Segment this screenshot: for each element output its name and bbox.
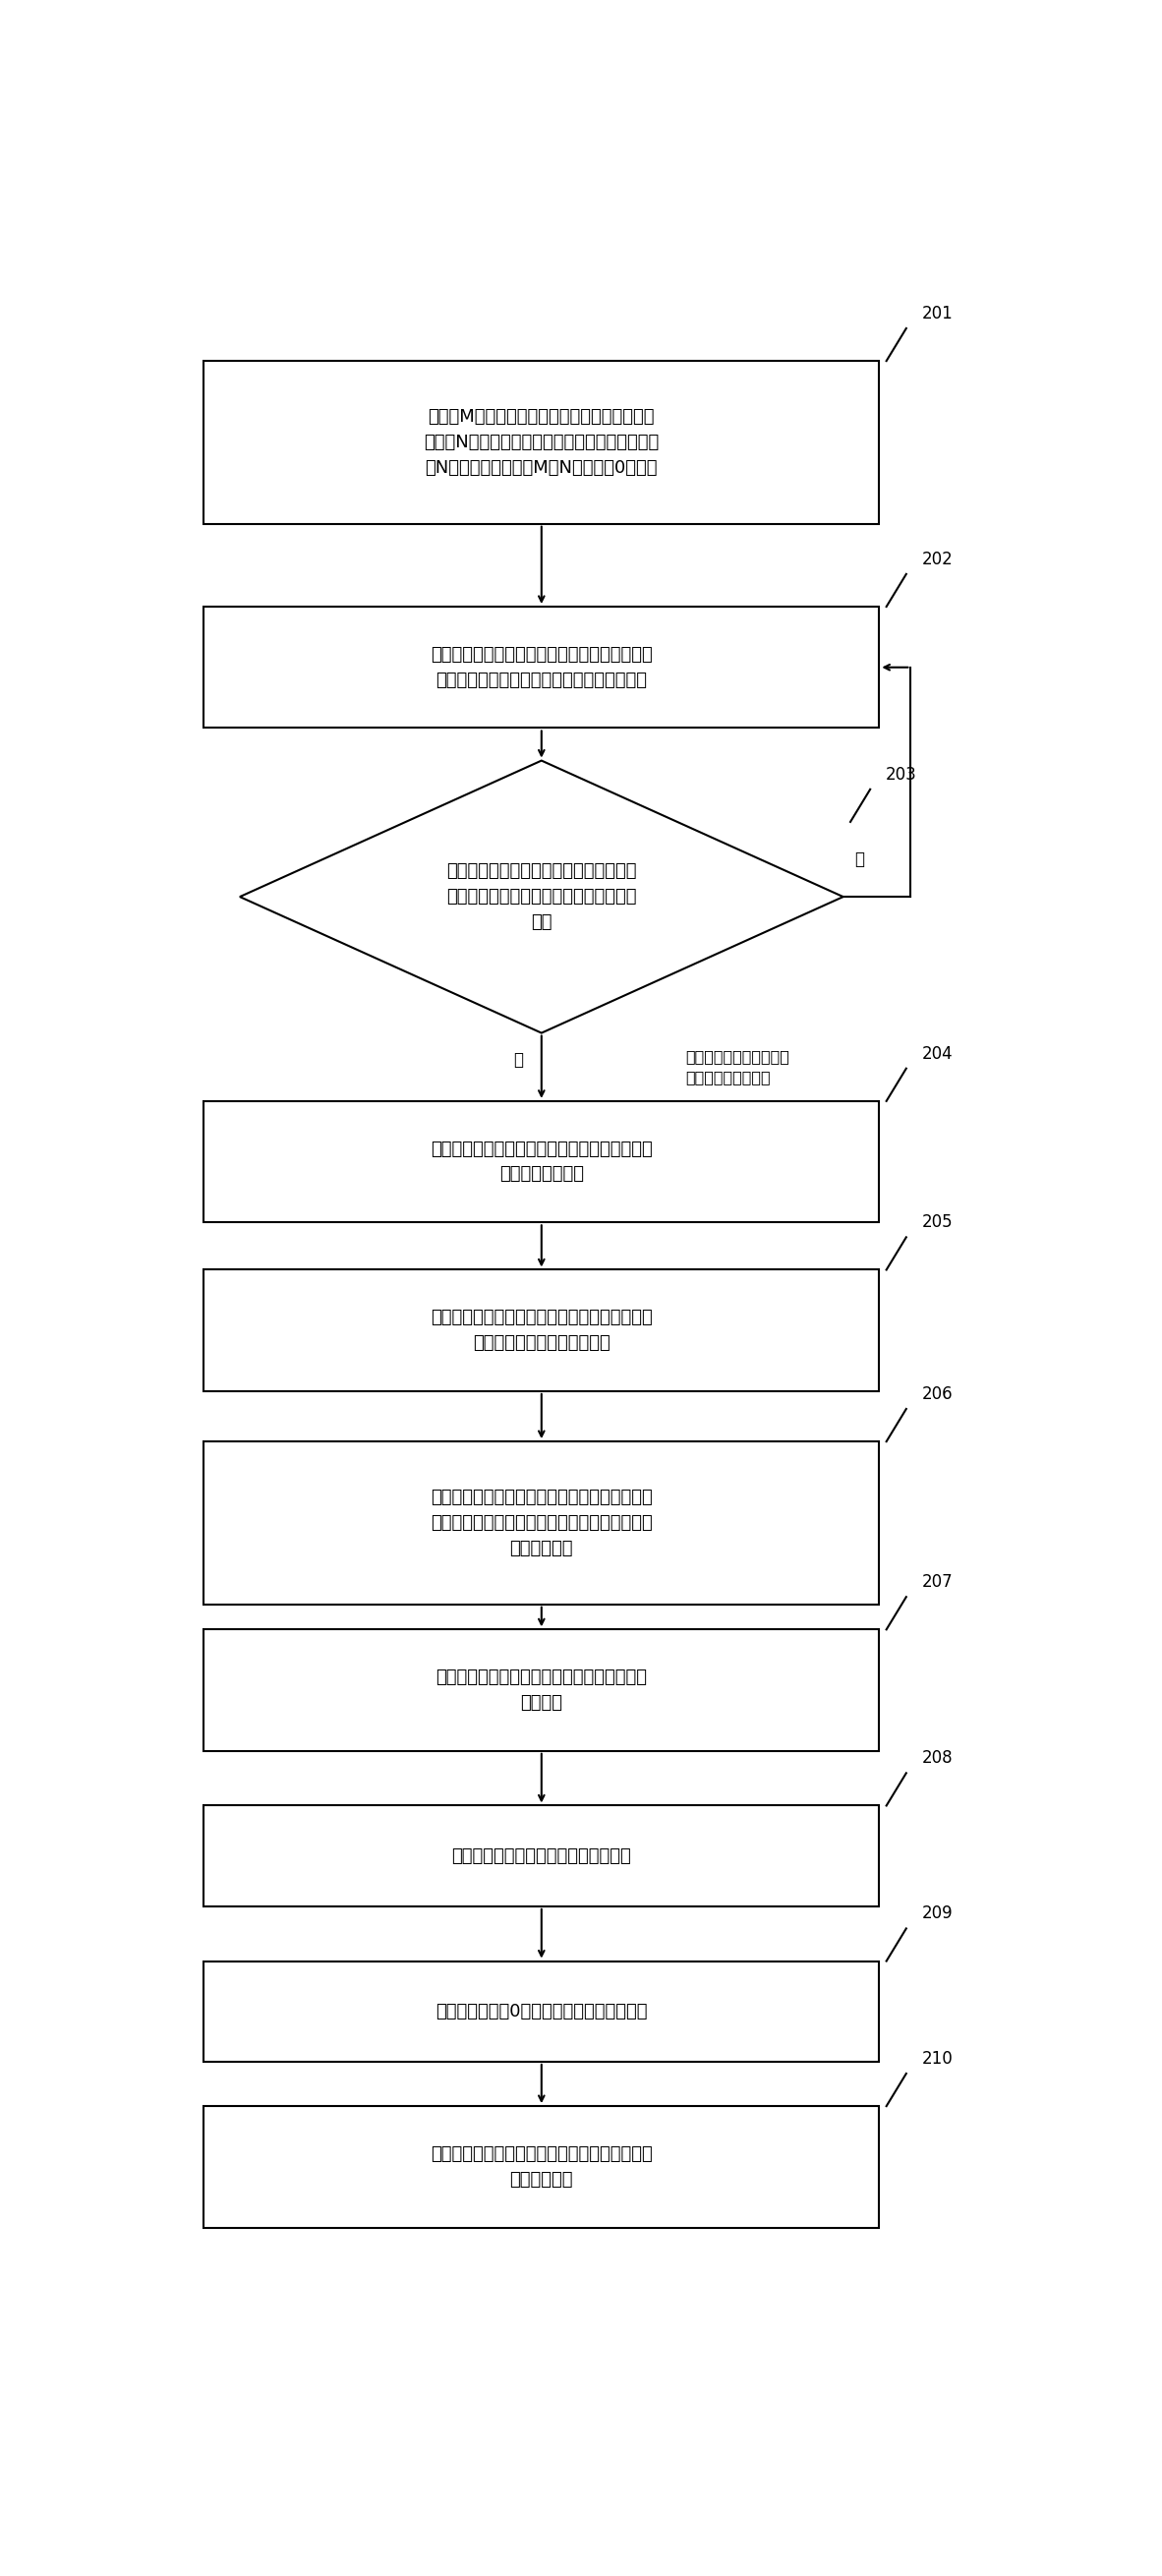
Text: 203: 203 <box>885 765 917 783</box>
Text: 初始化M个粒子，包括随机位置和速度，每个粒
子预置N个维度，分别对应堆栈式自编码器待整定
的N个网络参数，其中M和N皆为大于0的整数: 初始化M个粒子，包括随机位置和速度，每个粒 子预置N个维度，分别对应堆栈式自编码… <box>424 407 659 477</box>
Text: 是: 是 <box>514 1051 523 1069</box>
Text: 202: 202 <box>921 551 953 569</box>
Text: 209: 209 <box>921 1904 953 1922</box>
Bar <box>203 1806 880 1906</box>
Text: 获取经过整定的堆栈式自
编码模型的网络参数: 获取经过整定的堆栈式自 编码模型的网络参数 <box>686 1048 790 1084</box>
Bar <box>203 1100 880 1224</box>
Text: 将第一序列进行差分编码获得第二序列: 将第一序列进行差分编码获得第二序列 <box>452 1847 631 1865</box>
Text: 将第二序列进行0阶哥伦布编码获得第三序列: 将第二序列进行0阶哥伦布编码获得第三序列 <box>436 2002 647 2020</box>
Text: 获取训练样本，对经过网络参数整定的堆栈式自
编码模型进行训练: 获取训练样本，对经过网络参数整定的堆栈式自 编码模型进行训练 <box>431 1141 652 1182</box>
Bar <box>203 361 880 523</box>
Bar <box>203 2107 880 2228</box>
Bar <box>203 1443 880 1605</box>
Text: 对每个粒子的位置和速度进行更新和迭代，并通
过适应度函数计算每个粒子当前位置的适应度: 对每个粒子的位置和速度进行更新和迭代，并通 过适应度函数计算每个粒子当前位置的适… <box>431 647 652 688</box>
Bar <box>203 1270 880 1391</box>
Text: 对未压缩的数据进行归一化处理、数据矫正和数
据补全，得到新的未压缩数据: 对未压缩的数据进行归一化处理、数据矫正和数 据补全，得到新的未压缩数据 <box>431 1309 652 1352</box>
Text: 将第三序列依次串联获得的字符串序列作为新的
压缩后的数据: 将第三序列依次串联获得的字符串序列作为新的 压缩后的数据 <box>431 2146 652 2187</box>
Text: 否: 否 <box>854 850 863 868</box>
Bar <box>203 608 880 729</box>
Text: 210: 210 <box>921 2050 953 2069</box>
Text: 204: 204 <box>921 1046 953 1061</box>
Polygon shape <box>239 760 844 1033</box>
Text: 207: 207 <box>921 1574 953 1592</box>
Bar <box>203 1960 880 2061</box>
Text: 208: 208 <box>921 1749 953 1767</box>
Bar <box>203 1631 880 1752</box>
Text: 206: 206 <box>921 1386 953 1404</box>
Text: 迭代次数达到预置迭代次数限值或者每个
粒子的适应度变化率都低于预置适应度阈
值？: 迭代次数达到预置迭代次数限值或者每个 粒子的适应度变化率都低于预置适应度阈 值？ <box>446 863 637 930</box>
Text: 201: 201 <box>921 304 953 322</box>
Text: 205: 205 <box>921 1213 953 1231</box>
Text: 将未压缩的数据输入经过网络参数整定和训练的
堆栈式自编码模型，获取隐含层的输出数据作为
压缩后的数据: 将未压缩的数据输入经过网络参数整定和训练的 堆栈式自编码模型，获取隐含层的输出数… <box>431 1489 652 1556</box>
Text: 将压缩后的数据进行小数定标准化处理，获得
第一序列: 将压缩后的数据进行小数定标准化处理，获得 第一序列 <box>436 1669 647 1710</box>
